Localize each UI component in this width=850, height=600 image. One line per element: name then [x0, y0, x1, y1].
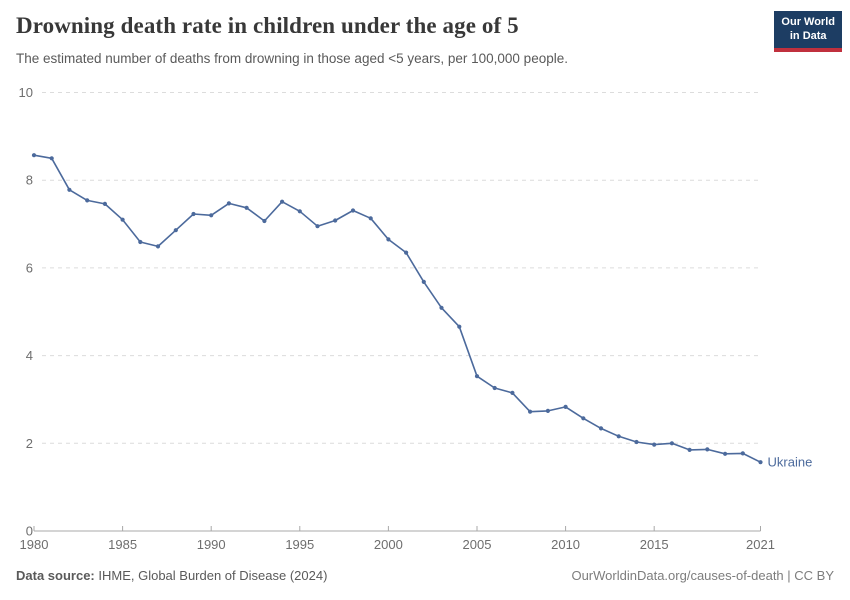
data-point[interactable] — [191, 211, 196, 217]
data-point[interactable] — [740, 451, 745, 456]
data-point[interactable] — [421, 279, 426, 284]
data-point[interactable] — [758, 460, 763, 465]
y-axis-tick-label: 0 — [26, 524, 33, 539]
data-point[interactable] — [49, 156, 54, 161]
data-point[interactable] — [652, 442, 657, 447]
data-point[interactable] — [687, 447, 692, 452]
data-point[interactable] — [705, 447, 710, 452]
x-axis-tick-label: 1980 — [20, 537, 49, 552]
data-point[interactable] — [723, 451, 728, 456]
data-source-text: IHME, Global Burden of Disease (2024) — [94, 568, 328, 583]
x-axis-tick-label: 2010 — [551, 537, 580, 552]
data-point[interactable] — [31, 153, 37, 158]
data-point[interactable] — [404, 250, 409, 255]
data-point[interactable] — [244, 205, 249, 210]
y-axis-tick-label: 2 — [26, 436, 33, 451]
data-source-label: Data source: — [16, 568, 95, 583]
owid-logo-line2: in Data — [789, 29, 827, 42]
line-chart: 0 2 4 6 8 10 1980 1985 1990 1995 2000 2005 2010 2015 2… — [19, 85, 813, 552]
data-point[interactable] — [85, 198, 90, 203]
data-point[interactable] — [297, 209, 302, 214]
data-point[interactable] — [563, 404, 568, 409]
data-point[interactable] — [155, 244, 161, 249]
x-axis-tick-label: 1990 — [197, 537, 226, 552]
data-point[interactable] — [262, 218, 267, 224]
x-axis-tick-label: 2021 — [746, 537, 775, 552]
chart-subtitle: The estimated number of deaths from drow… — [16, 51, 568, 66]
data-point[interactable] — [581, 416, 586, 421]
x-axis-tick-label: 1985 — [108, 537, 137, 552]
data-point[interactable] — [474, 374, 480, 379]
data-point[interactable] — [102, 201, 107, 206]
page-title: Drowning death rate in children under th… — [16, 13, 519, 38]
y-axis-tick-label: 4 — [26, 348, 33, 363]
data-point[interactable] — [173, 228, 178, 233]
owid-logo-line1: Our World — [781, 16, 835, 28]
data-point[interactable] — [510, 390, 515, 395]
data-point[interactable] — [315, 224, 320, 229]
data-line-ukraine — [33, 154, 761, 463]
data-point[interactable] — [350, 208, 356, 213]
data-point[interactable] — [333, 218, 338, 223]
y-axis-tick-label: 8 — [26, 173, 33, 188]
x-axis-tick-label: 2000 — [374, 537, 403, 552]
data-point[interactable] — [209, 213, 214, 218]
data-point[interactable] — [280, 199, 285, 204]
data-point[interactable] — [457, 324, 462, 329]
data-source: Data source: IHME, Global Burden of Dise… — [16, 568, 327, 583]
data-point[interactable] — [616, 434, 621, 439]
data-point[interactable] — [634, 439, 639, 445]
data-point[interactable] — [528, 409, 533, 414]
y-axis-tick-label: 10 — [19, 85, 33, 100]
data-point[interactable] — [439, 305, 444, 310]
y-axis-tick-label: 6 — [26, 260, 33, 275]
x-axis-tick-label: 2015 — [640, 537, 669, 552]
data-point[interactable] — [386, 237, 391, 242]
data-point[interactable] — [669, 441, 675, 446]
data-point[interactable] — [67, 187, 72, 192]
chart-footer: Data source: IHME, Global Burden of Dise… — [16, 568, 834, 583]
x-axis-tick-label: 2005 — [463, 537, 492, 552]
x-axis-tick-label: 1995 — [285, 537, 314, 552]
owid-logo[interactable]: Our World in Data — [774, 11, 842, 52]
data-point[interactable] — [545, 408, 551, 413]
data-point[interactable] — [138, 239, 143, 245]
data-point[interactable] — [226, 201, 231, 206]
footer-credit-link[interactable]: OurWorldinData.org/causes-of-death | CC … — [571, 568, 834, 583]
data-point[interactable] — [368, 216, 373, 221]
data-point[interactable] — [598, 426, 604, 431]
data-point[interactable] — [492, 385, 497, 391]
data-point[interactable] — [120, 217, 125, 222]
series-label[interactable]: Ukraine — [768, 455, 813, 470]
